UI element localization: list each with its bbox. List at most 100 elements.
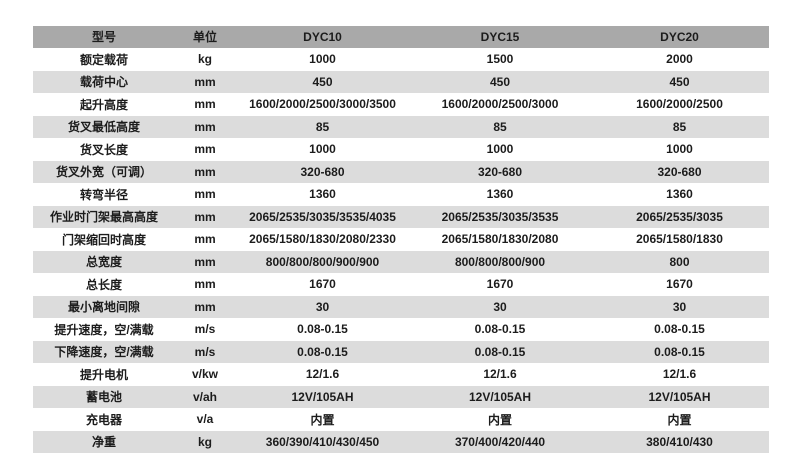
value-cell: 320-680 [235,160,410,184]
row-label: 额定载荷 [33,48,175,71]
row-label: 总长度 [33,273,175,296]
value-cell: 1000 [590,138,769,161]
value-cell: 12/1.6 [590,363,769,386]
value-cell: 0.08-0.15 [410,340,590,364]
value-cell: 1670 [235,273,410,296]
row-label: 提升速度，空/满载 [33,318,175,341]
value-cell: 30 [410,295,590,319]
table-row: 货叉长度 mm 1000 1000 1000 [33,138,769,161]
value-cell: 2065/1580/1830/2080/2330 [235,228,410,251]
table-row: 下降速度，空/满载 m/s 0.08-0.15 0.08-0.15 0.08-0.15 [33,340,769,364]
value-cell: 2065/2535/3035/3535/4035 [235,205,410,229]
table-row: 总长度 mm 1670 1670 1670 [33,273,769,296]
unit-cell: mm [175,273,235,296]
value-cell: 内置 [590,408,769,431]
table-row: 提升速度，空/满载 m/s 0.08-0.15 0.08-0.15 0.08-0.15 [33,318,769,341]
unit-cell: mm [175,138,235,161]
spec-table: 型号 单位 DYC10 DYC15 DYC20 额定载荷 kg 1000 1500 2000 载荷… [33,26,769,454]
value-cell: 1360 [235,183,410,206]
value-cell: 800/800/800/900/900 [235,250,410,274]
value-cell: 1600/2000/2500/3000/3500 [235,93,410,116]
table-row: 总宽度 mm 800/800/800/900/900 800/800/800/900 8… [33,250,769,274]
value-cell: 320-680 [410,160,590,184]
value-cell: 1000 [410,138,590,161]
unit-cell: m/s [175,318,235,341]
unit-cell: v/kw [175,363,235,386]
value-cell: 800/800/800/900 [410,250,590,274]
header-row: 型号 单位 DYC10 DYC15 DYC20 [33,26,769,49]
row-label: 充电器 [33,408,175,431]
value-cell: 0.08-0.15 [590,318,769,341]
table-row: 起升高度 mm 1600/2000/2500/3000/3500 1600/2000/… [33,93,769,116]
table-row: 蓄电池 v/ah 12V/105AH 12V/105AH 12V/105AH [33,385,769,409]
value-cell: 1000 [235,48,410,71]
value-cell: 30 [235,295,410,319]
row-label: 载荷中心 [33,70,175,94]
value-cell: 450 [235,70,410,94]
value-cell: 0.08-0.15 [410,318,590,341]
value-cell: 1360 [410,183,590,206]
value-cell: 2065/2535/3035 [590,205,769,229]
row-label: 作业时门架最高高度 [33,205,175,229]
value-cell: 1600/2000/2500/3000 [410,93,590,116]
value-cell: 内置 [235,408,410,431]
unit-cell: kg [175,430,235,454]
unit-cell: mm [175,115,235,139]
table-row: 净重 kg 360/390/410/430/450 370/400/420/440 38… [33,430,769,454]
value-cell: 360/390/410/430/450 [235,430,410,454]
value-cell: 0.08-0.15 [235,318,410,341]
table-row: 转弯半径 mm 1360 1360 1360 [33,183,769,206]
row-label: 下降速度，空/满载 [33,340,175,364]
unit-cell: v/ah [175,385,235,409]
row-label: 最小离地间隙 [33,295,175,319]
value-cell: 1670 [410,273,590,296]
row-label: 起升高度 [33,93,175,116]
row-label: 门架缩回时高度 [33,228,175,251]
row-label: 蓄电池 [33,385,175,409]
unit-cell: mm [175,228,235,251]
value-cell: 1360 [590,183,769,206]
value-cell: 370/400/420/440 [410,430,590,454]
table-row: 额定载荷 kg 1000 1500 2000 [33,48,769,71]
row-label: 提升电机 [33,363,175,386]
unit-cell: mm [175,295,235,319]
table-row: 货叉最低高度 mm 85 85 85 [33,115,769,139]
table-row: 货叉外宽（可调） mm 320-680 320-680 320-680 [33,160,769,184]
value-cell: 12V/105AH [410,385,590,409]
table-row: 提升电机 v/kw 12/1.6 12/1.6 12/1.6 [33,363,769,386]
column-header-model: 型号 [33,26,175,49]
table-body: 额定载荷 kg 1000 1500 2000 载荷中心 mm 450 450 450 起升高度 mm 1… [33,48,769,454]
value-cell: 85 [590,115,769,139]
column-header: DYC20 [590,26,769,49]
table-row: 门架缩回时高度 mm 2065/1580/1830/2080/2330 2065/15… [33,228,769,251]
value-cell: 450 [410,70,590,94]
unit-cell: mm [175,93,235,116]
table-row: 载荷中心 mm 450 450 450 [33,70,769,94]
unit-cell: kg [175,48,235,71]
value-cell: 12/1.6 [410,363,590,386]
unit-cell: mm [175,70,235,94]
value-cell: 85 [410,115,590,139]
unit-cell: mm [175,205,235,229]
table-row: 作业时门架最高高度 mm 2065/2535/3035/3535/4035 2065/… [33,205,769,229]
row-label: 货叉外宽（可调） [33,160,175,184]
unit-cell: mm [175,160,235,184]
value-cell: 12V/105AH [590,385,769,409]
value-cell: 1670 [590,273,769,296]
value-cell: 12/1.6 [235,363,410,386]
column-header: DYC10 [235,26,410,49]
row-label: 货叉长度 [33,138,175,161]
value-cell: 1600/2000/2500 [590,93,769,116]
value-cell: 30 [590,295,769,319]
value-cell: 2065/2535/3035/3535 [410,205,590,229]
value-cell: 320-680 [590,160,769,184]
unit-cell: v/a [175,408,235,431]
value-cell: 内置 [410,408,590,431]
row-label: 货叉最低高度 [33,115,175,139]
value-cell: 12V/105AH [235,385,410,409]
row-label: 净重 [33,430,175,454]
value-cell: 2065/1580/1830 [590,228,769,251]
unit-cell: mm [175,250,235,274]
table-row: 最小离地间隙 mm 30 30 30 [33,295,769,319]
